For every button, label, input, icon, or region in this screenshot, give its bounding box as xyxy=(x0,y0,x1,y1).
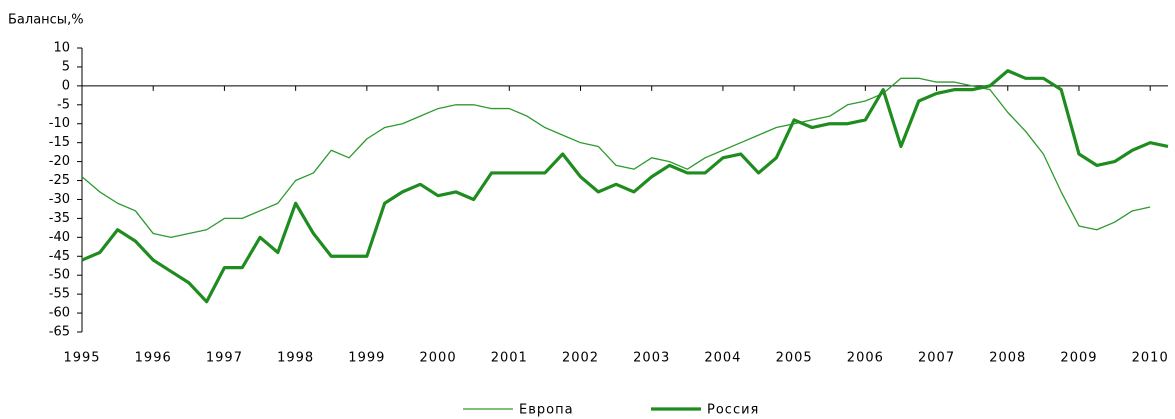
x-tick-label: 1996 xyxy=(135,351,172,366)
x-tick-label: 2004 xyxy=(704,351,741,366)
legend-label: Европа xyxy=(519,403,574,418)
y-tick-label: -65 xyxy=(49,325,70,340)
x-tick-label: 2003 xyxy=(633,351,670,366)
y-tick-label: 0 xyxy=(62,78,70,93)
y-tick-label: -35 xyxy=(49,211,70,226)
y-tick-label: -55 xyxy=(49,287,70,302)
y-tick-label: -15 xyxy=(49,135,70,150)
x-tick-label: 2005 xyxy=(776,351,813,366)
x-tick-label: 2008 xyxy=(989,351,1026,366)
x-tick-label: 2001 xyxy=(491,351,528,366)
y-tick-label: -25 xyxy=(49,173,70,188)
x-tick-label: 2010 xyxy=(1132,351,1169,366)
y-tick-label: 5 xyxy=(62,59,70,74)
y-tick-label: -5 xyxy=(57,97,70,112)
y-tick-label: -10 xyxy=(49,116,70,131)
y-tick-label: -50 xyxy=(49,268,70,283)
x-tick-label: 1999 xyxy=(348,351,385,366)
y-tick-label: -20 xyxy=(49,154,70,169)
x-tick-label: 1998 xyxy=(277,351,314,366)
x-tick-label: 2007 xyxy=(918,351,955,366)
legend-label: Россия xyxy=(707,403,759,418)
x-tick-label: 1997 xyxy=(206,351,243,366)
x-tick-label: 1995 xyxy=(63,351,100,366)
x-tick-label: 2009 xyxy=(1060,351,1097,366)
y-tick-label: -60 xyxy=(49,306,70,321)
y-tick-label: -45 xyxy=(49,249,70,264)
series-line xyxy=(81,69,1169,304)
x-tick-label: 2006 xyxy=(847,351,884,366)
y-tick-label: 10 xyxy=(53,41,70,56)
y-axis-label: Балансы,% xyxy=(8,13,84,28)
series-line xyxy=(81,77,1151,238)
x-tick-label: 2002 xyxy=(562,351,599,366)
y-tick-label: -40 xyxy=(49,230,70,245)
y-tick-label: -30 xyxy=(49,192,70,207)
x-tick-label: 2000 xyxy=(420,351,457,366)
